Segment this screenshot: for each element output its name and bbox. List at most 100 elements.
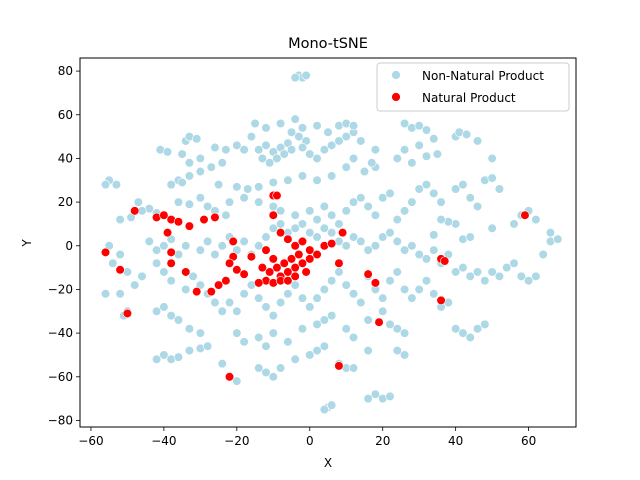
data-point <box>407 197 417 207</box>
data-point <box>363 394 373 404</box>
data-point <box>232 265 242 275</box>
data-point <box>283 289 293 299</box>
data-point <box>458 180 468 190</box>
data-point <box>451 267 461 277</box>
scatter-points <box>100 70 563 415</box>
data-point <box>472 324 483 334</box>
data-point <box>199 214 209 225</box>
data-point <box>305 228 315 238</box>
data-point <box>268 210 278 220</box>
data-point <box>323 127 333 137</box>
data-point <box>487 173 497 183</box>
data-point <box>327 400 337 410</box>
data-point <box>305 149 315 159</box>
data-point <box>115 249 125 260</box>
data-point <box>465 193 475 203</box>
data-point <box>399 328 410 338</box>
data-point <box>257 153 267 164</box>
data-point <box>319 315 329 325</box>
data-point <box>261 245 271 255</box>
data-point <box>429 230 439 240</box>
data-point <box>206 287 216 297</box>
data-point <box>210 142 220 153</box>
data-point <box>166 258 176 268</box>
data-point <box>436 214 446 225</box>
data-point <box>421 180 432 190</box>
data-point <box>290 73 300 83</box>
data-point <box>319 404 329 415</box>
data-point <box>173 315 184 325</box>
data-point <box>297 293 308 303</box>
data-point <box>421 276 432 286</box>
data-point <box>195 193 205 203</box>
data-point <box>348 232 359 242</box>
data-point <box>239 193 249 203</box>
series-natural-product <box>100 190 530 382</box>
data-point <box>181 284 191 295</box>
data-point <box>100 289 111 299</box>
data-point <box>173 197 184 207</box>
data-point <box>275 206 286 216</box>
data-point <box>224 258 235 268</box>
data-point <box>472 267 483 277</box>
data-point <box>297 142 308 153</box>
data-point <box>429 245 439 255</box>
data-point <box>312 249 322 260</box>
data-point <box>261 123 271 133</box>
data-point <box>334 136 344 146</box>
data-point <box>436 295 446 305</box>
data-point <box>232 376 242 386</box>
data-point <box>203 341 213 351</box>
x-tick-label: −60 <box>78 434 103 448</box>
data-point <box>465 232 475 242</box>
y-tick-label: −80 <box>48 413 73 427</box>
data-point <box>254 363 264 373</box>
data-point <box>359 166 370 177</box>
data-point <box>348 332 359 343</box>
data-point <box>312 175 322 185</box>
data-point <box>465 332 475 343</box>
data-point <box>392 267 402 277</box>
data-point <box>286 127 297 137</box>
data-point <box>341 132 351 142</box>
data-point <box>261 140 271 150</box>
data-point <box>458 328 468 338</box>
data-point <box>407 158 417 168</box>
data-point <box>210 212 220 222</box>
data-point <box>184 221 195 231</box>
data-point <box>378 193 388 203</box>
data-point <box>261 302 271 312</box>
data-point <box>370 145 381 155</box>
data-point <box>429 134 439 144</box>
data-point <box>523 276 534 286</box>
data-point <box>370 241 381 251</box>
legend-label-non-natural-product: Non-Natural Product <box>422 69 544 83</box>
data-point <box>286 254 297 264</box>
data-point <box>151 258 162 268</box>
data-point <box>472 136 483 146</box>
data-point <box>458 263 468 273</box>
data-point <box>414 184 424 194</box>
data-point <box>553 234 563 244</box>
data-point <box>257 263 267 273</box>
data-point <box>327 276 337 286</box>
data-point <box>348 121 359 131</box>
data-point <box>305 302 315 312</box>
data-point <box>494 271 505 281</box>
data-point <box>115 265 125 275</box>
y-tick-label: −60 <box>48 370 73 384</box>
data-point <box>268 177 278 188</box>
data-point <box>217 241 227 251</box>
data-point <box>334 267 344 277</box>
data-point <box>436 197 446 207</box>
data-point <box>392 345 402 356</box>
data-point <box>356 193 366 203</box>
data-point <box>421 151 432 161</box>
data-point <box>130 206 140 216</box>
data-point <box>275 297 286 308</box>
data-point <box>213 280 224 290</box>
data-point <box>243 184 253 194</box>
data-point <box>159 302 169 312</box>
x-tick-label: −40 <box>151 434 176 448</box>
